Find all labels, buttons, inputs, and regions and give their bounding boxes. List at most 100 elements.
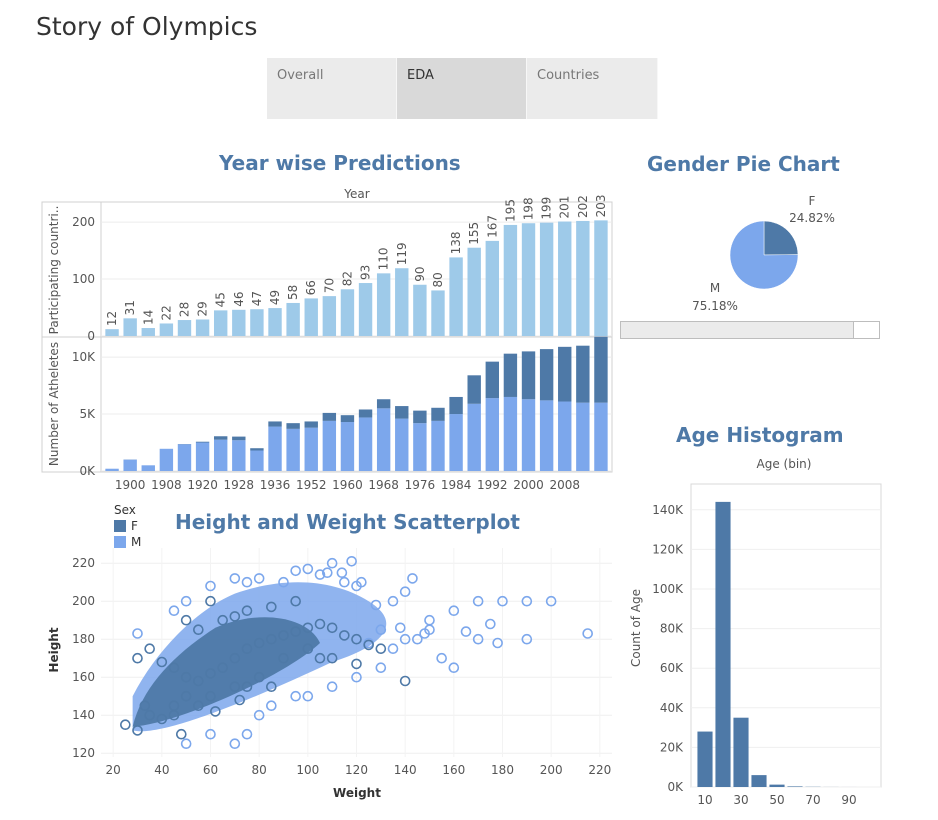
pie-label-m-pct: 75.18%	[692, 299, 738, 313]
scatter-y-title: Height	[47, 627, 61, 672]
scatter-point-m	[336, 567, 348, 579]
age-y-tick: 80K	[660, 622, 684, 636]
countries-bar	[250, 309, 264, 336]
countries-y-tick: 0	[87, 329, 95, 343]
scatter-point-m	[375, 624, 387, 636]
athletes-y-tick: 5K	[79, 407, 96, 421]
age-x-tick: 50	[769, 793, 784, 807]
tab-overall[interactable]: Overall	[267, 58, 397, 119]
athletes-bar-f	[431, 407, 445, 421]
scatter-point-m	[321, 567, 333, 579]
countries-bar-label: 47	[250, 291, 264, 306]
age-title: Age Histogram	[676, 423, 844, 447]
athletes-bar-m	[268, 426, 282, 471]
countries-bar-label: 199	[540, 197, 554, 220]
scatter-point-f	[180, 690, 192, 702]
age-bar	[697, 731, 713, 787]
scatter-point-f	[314, 652, 326, 664]
scatter-point-f	[266, 681, 277, 693]
countries-bar-label: 201	[558, 196, 572, 219]
legend-title: Sex	[114, 503, 136, 517]
tab-countries[interactable]: Countries	[527, 58, 658, 119]
countries-bar	[539, 222, 554, 336]
athletes-bar-m	[558, 401, 572, 471]
countries-bar	[304, 298, 318, 336]
scatter-y-tick: 200	[72, 594, 95, 608]
scatter-point-f	[229, 611, 241, 622]
scatter-point-m	[375, 662, 387, 674]
countries-bar	[105, 329, 119, 336]
athletes-bar-m	[413, 423, 427, 471]
athletes-bar-f	[286, 423, 300, 429]
countries-bar-label: 202	[576, 195, 590, 218]
countries-bar-label: 203	[594, 194, 608, 217]
scatter-point-f	[234, 694, 245, 706]
age-y-tick: 120K	[652, 542, 684, 556]
year-x-tick: 2008	[549, 478, 580, 492]
athletes-y-title: Number of Atheletes	[47, 342, 61, 466]
countries-bar	[467, 247, 481, 336]
gender-slider[interactable]	[620, 321, 880, 339]
scatter-point-f	[193, 675, 204, 687]
athletes-bar-m	[123, 459, 137, 471]
countries-bar-label: 49	[268, 290, 282, 305]
scatter-point-f	[290, 595, 301, 607]
year-x-tick: 1900	[115, 478, 146, 492]
year-x-tick: 1908	[151, 478, 182, 492]
scatter-point-f	[176, 728, 187, 740]
scatter-x-tick: 40	[154, 763, 169, 777]
scatter-point-m	[180, 595, 192, 607]
pie-slice-f	[763, 220, 799, 256]
scatter-point-f	[217, 614, 228, 626]
tab-bar: Overall EDA Countries	[267, 58, 658, 119]
countries-bar-label: 58	[286, 285, 300, 300]
age-bar	[787, 786, 803, 787]
age-bar	[769, 784, 785, 787]
athletes-bar-m	[105, 468, 119, 471]
countries-bar	[322, 296, 337, 336]
countries-bar	[449, 257, 463, 336]
athletes-bar-m	[521, 399, 536, 471]
countries-bar-label: 12	[105, 311, 119, 326]
scatter-point-f	[229, 681, 241, 693]
legend-swatch-f	[114, 520, 126, 532]
scatter-point-f	[210, 706, 221, 717]
scatter-point-f	[193, 700, 204, 712]
scatter-point-m	[326, 681, 338, 693]
tab-eda[interactable]: EDA	[397, 58, 527, 119]
athletes-bar-m	[594, 402, 608, 471]
countries-bar-label: 90	[413, 266, 427, 281]
countries-y-tick: 200	[72, 215, 95, 229]
scatter-point-f	[241, 681, 253, 693]
legend-swatch-m	[114, 536, 126, 548]
scatter-y-tick: 160	[72, 670, 95, 684]
year-x-tick: 1952	[296, 478, 327, 492]
app-title: Story of Olympics	[36, 12, 258, 41]
scatter-point-m	[290, 690, 301, 702]
countries-bar	[503, 224, 518, 336]
legend-item-f[interactable]: F	[114, 519, 141, 533]
countries-bar-label: 66	[304, 280, 318, 295]
pie-label-m-name: M	[710, 281, 720, 295]
scatter-point-m	[290, 565, 301, 577]
scatter-point-m	[302, 690, 314, 702]
scatter-point-f	[156, 656, 168, 668]
scatter-x-tick: 60	[203, 763, 218, 777]
legend-label-f: F	[131, 519, 138, 533]
scatter-point-m	[521, 595, 533, 607]
athletes-bar-m	[250, 450, 264, 471]
athletes-bar-f	[195, 441, 210, 443]
countries-bar-label: 22	[159, 305, 173, 320]
scatter-point-f	[168, 662, 180, 674]
scatter-point-f	[180, 614, 192, 626]
year-x-tick: 1960	[332, 478, 363, 492]
scatter-point-f	[139, 700, 151, 712]
scatter-point-f	[278, 630, 289, 641]
scatter-point-m	[424, 624, 435, 636]
scatter-title: Height and Weight Scatterplot	[175, 510, 520, 534]
athletes-bar-f	[376, 399, 391, 409]
legend-item-m[interactable]: M	[114, 535, 141, 549]
gender-slider-fill	[621, 322, 855, 338]
scatter-point-f	[290, 626, 301, 637]
scatter-x-tick: 120	[345, 763, 368, 777]
